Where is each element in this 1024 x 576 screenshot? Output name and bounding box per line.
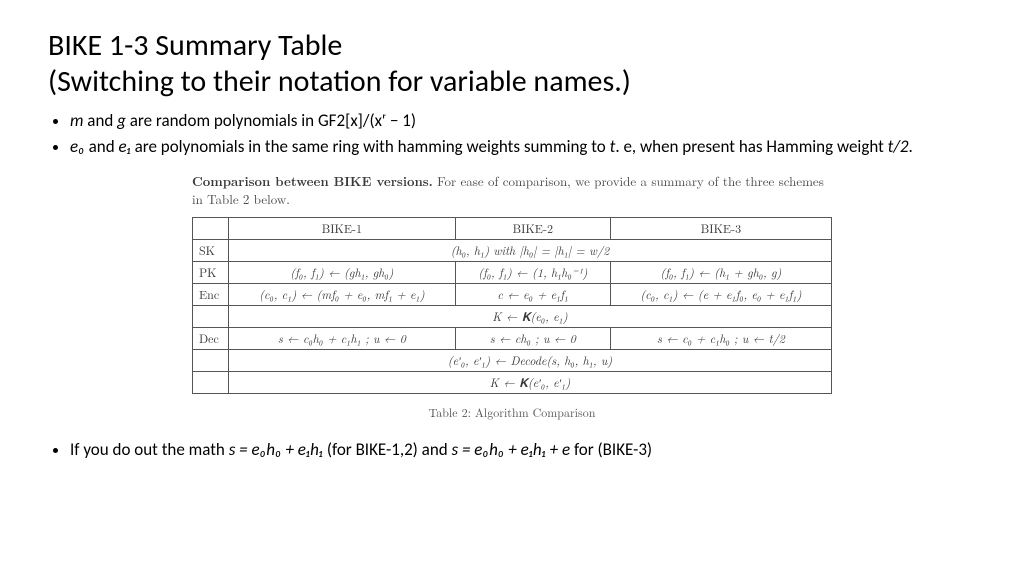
slide-title: BIKE 1-3 Summary Table (Switching to the… bbox=[48, 28, 976, 100]
bullet-list-bottom: If you do out the math s = e₀h₀ + e₁h₁ (… bbox=[48, 439, 976, 461]
text: If you do out the math bbox=[70, 439, 229, 460]
title-line-2: (Switching to their notation for variabl… bbox=[48, 63, 631, 100]
math-s2: s = e₀h₀ + e₁h₁ + e bbox=[452, 439, 571, 460]
bullet-2: e₀ and e₁ are polynomials in the same ri… bbox=[70, 136, 976, 158]
math-s1: s = e₀h₀ + e₁h₁ bbox=[229, 439, 323, 460]
table-row: BIKE-1 BIKE-2 BIKE-3 bbox=[193, 218, 832, 240]
cell: K ← 𝐊(e′₀, e′₁) bbox=[229, 372, 832, 394]
cell: c ← e₀ + e₁f₁ bbox=[455, 284, 610, 306]
row-label bbox=[193, 306, 229, 328]
table-row: Dec s ← c₀h₀ + c₁h₁ ; u ← 0 s ← ch₀ ; u … bbox=[193, 328, 832, 350]
col-header: BIKE-3 bbox=[610, 218, 831, 240]
table-row: K ← 𝐊(e₀, e₁) bbox=[193, 306, 832, 328]
table-row: SK (h₀, h₁) with |h₀| = |h₁| = w/2 bbox=[193, 240, 832, 262]
cell: (h₀, h₁) with |h₀| = |h₁| = w/2 bbox=[229, 240, 832, 262]
row-label: PK bbox=[193, 262, 229, 284]
text: . e, when present has Hamming weight bbox=[615, 136, 887, 157]
table-row: PK (f₀, f₁) ← (gh₁, gh₀) (f₀, f₁) ← (1, … bbox=[193, 262, 832, 284]
intro-bold: Comparison between BIKE versions. bbox=[192, 171, 433, 190]
math-thalf: t/2 bbox=[888, 136, 909, 157]
table-caption: Table 2: Algorithm Comparison bbox=[192, 404, 832, 421]
row-label: Enc bbox=[193, 284, 229, 306]
col-header: BIKE-2 bbox=[455, 218, 610, 240]
cell: (c₀, c₁) ← (e + e₁f₀, e₀ + e₁f₁) bbox=[610, 284, 831, 306]
cell: (f₀, f₁) ← (1, h₁h₀⁻¹) bbox=[455, 262, 610, 284]
text: (for BIKE-1,2) and bbox=[323, 439, 452, 460]
text: are random polynomials in GF2[x]/(xʳ − 1… bbox=[126, 110, 416, 131]
table-row: (e′₀, e′₁) ← Decode(s, h₀, h₁, u) bbox=[193, 350, 832, 372]
table-row: K ← 𝐊(e′₀, e′₁) bbox=[193, 372, 832, 394]
bullet-1: m and g are random polynomials in GF2[x]… bbox=[70, 110, 976, 132]
col-header: BIKE-1 bbox=[229, 218, 456, 240]
bullet-3: If you do out the math s = e₀h₀ + e₁h₁ (… bbox=[70, 439, 976, 461]
text: and bbox=[85, 136, 119, 157]
row-label: SK bbox=[193, 240, 229, 262]
table-block: Comparison between BIKE versions. For ea… bbox=[192, 172, 832, 421]
math-g: g bbox=[117, 110, 126, 131]
cell: K ← 𝐊(e₀, e₁) bbox=[229, 306, 832, 328]
math-m: m bbox=[70, 110, 83, 131]
text: for (BIKE-3) bbox=[570, 439, 652, 460]
cell: s ← c₀ + c₁h₀ ; u ← t/2 bbox=[610, 328, 831, 350]
math-e0: e₀ bbox=[70, 136, 85, 157]
cell: s ← c₀h₀ + c₁h₁ ; u ← 0 bbox=[229, 328, 456, 350]
cell: (e′₀, e′₁) ← Decode(s, h₀, h₁, u) bbox=[229, 350, 832, 372]
text: and bbox=[83, 110, 117, 131]
table-intro: Comparison between BIKE versions. For ea… bbox=[192, 172, 832, 207]
math-e1: e₁ bbox=[118, 136, 130, 157]
cell: (c₀, c₁) ← (mf₀ + e₀, mf₁ + e₁) bbox=[229, 284, 456, 306]
cell: s ← ch₀ ; u ← 0 bbox=[455, 328, 610, 350]
cell: (f₀, f₁) ← (gh₁, gh₀) bbox=[229, 262, 456, 284]
text: . bbox=[909, 136, 913, 157]
corner-cell bbox=[193, 218, 229, 240]
comparison-table: BIKE-1 BIKE-2 BIKE-3 SK (h₀, h₁) with |h… bbox=[192, 217, 832, 394]
title-line-1: BIKE 1-3 Summary Table bbox=[48, 27, 342, 64]
cell: (f₀, f₁) ← (h₁ + gh₀, g) bbox=[610, 262, 831, 284]
table-row: Enc (c₀, c₁) ← (mf₀ + e₀, mf₁ + e₁) c ← … bbox=[193, 284, 832, 306]
bullet-list-top: m and g are random polynomials in GF2[x]… bbox=[48, 110, 976, 158]
row-label bbox=[193, 372, 229, 394]
text: are polynomials in the same ring with ha… bbox=[131, 136, 610, 157]
row-label: Dec bbox=[193, 328, 229, 350]
row-label bbox=[193, 350, 229, 372]
